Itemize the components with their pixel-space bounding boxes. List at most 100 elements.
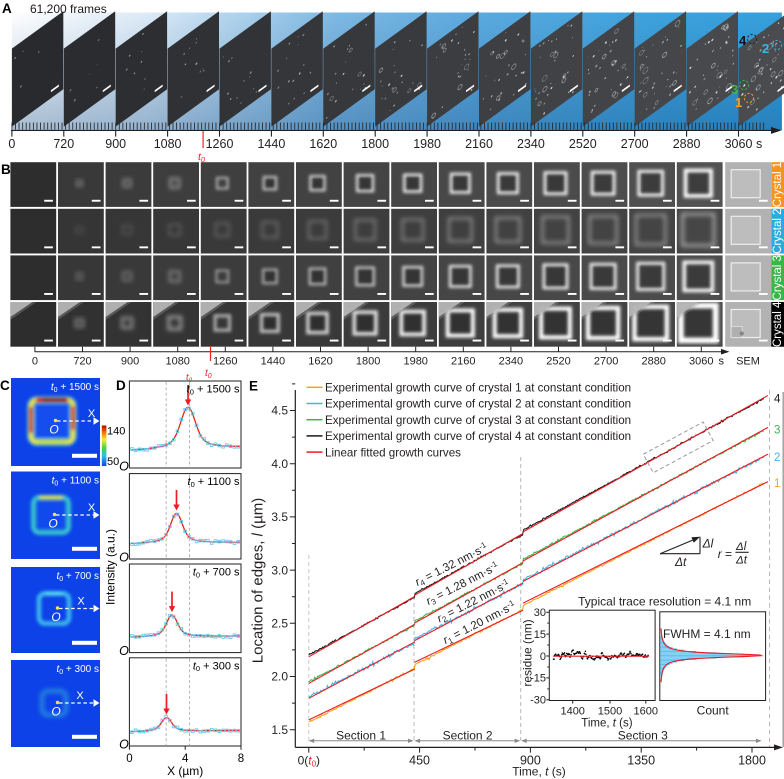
svg-text:Crystal 2: Crystal 2 [772, 208, 784, 253]
svg-text:t0 + 1500 s: t0 + 1500 s [51, 382, 99, 394]
svg-text:X: X [76, 690, 84, 702]
svg-text:Δl: Δl [702, 537, 714, 551]
svg-text:2340: 2340 [517, 137, 545, 151]
svg-text:3: 3 [774, 424, 780, 436]
svg-text:s: s [756, 137, 762, 151]
svg-text:0: 0 [540, 651, 546, 663]
svg-text:t0 + 1100 s: t0 + 1100 s [52, 476, 99, 488]
svg-text:Crystal 3: Crystal 3 [772, 255, 784, 300]
svg-text:1.5: 1.5 [271, 723, 288, 737]
svg-text:O: O [119, 738, 129, 752]
svg-text:Experimental growth curve of c: Experimental growth curve of crystal 1 a… [325, 382, 631, 395]
svg-text:O: O [119, 551, 129, 565]
svg-text:Time, t (s): Time, t (s) [581, 718, 633, 730]
svg-text:3: 3 [731, 82, 738, 97]
svg-text:2880: 2880 [641, 356, 665, 368]
svg-text:Section 2: Section 2 [443, 729, 493, 743]
svg-text:Δt: Δt [735, 555, 748, 567]
svg-text:E: E [249, 379, 258, 394]
svg-text:1800: 1800 [356, 356, 380, 368]
svg-text:Count: Count [697, 704, 730, 718]
svg-text:2160: 2160 [451, 356, 475, 368]
svg-text:t0: t0 [186, 372, 193, 384]
svg-text:4: 4 [182, 753, 189, 765]
svg-text:50: 50 [107, 456, 119, 468]
svg-text:X: X [77, 596, 85, 608]
svg-text:1400: 1400 [560, 706, 584, 718]
svg-text:140: 140 [107, 426, 125, 438]
svg-text:-15: -15 [530, 673, 546, 685]
svg-text:X (µm): X (µm) [167, 764, 203, 778]
svg-text:4: 4 [774, 394, 781, 406]
svg-text:t0 + 700 s: t0 + 700 s [56, 571, 99, 583]
svg-text:3060: 3060 [725, 137, 753, 151]
svg-text:Typical trace resolution = 4.1: Typical trace resolution = 4.1 nm [578, 595, 751, 609]
svg-text:Location of edges, l (µm): Location of edges, l (µm) [250, 498, 267, 663]
svg-text:720: 720 [73, 356, 91, 368]
svg-text:1620: 1620 [309, 137, 337, 151]
svg-text:2520: 2520 [569, 137, 597, 151]
svg-text:Experimental growth curve of c: Experimental growth curve of crystal 2 a… [325, 398, 631, 411]
svg-text:2700: 2700 [594, 356, 618, 368]
svg-text:0: 0 [8, 137, 15, 151]
svg-text:1260: 1260 [206, 137, 234, 151]
svg-text:61,200 frames: 61,200 frames [30, 2, 107, 16]
svg-text:1980: 1980 [413, 137, 441, 151]
svg-text:3.0: 3.0 [271, 563, 288, 577]
svg-text:0: 0 [32, 356, 38, 368]
svg-text:1500: 1500 [598, 706, 622, 718]
svg-text:Crystal 4: Crystal 4 [772, 301, 784, 347]
svg-text:C: C [0, 378, 10, 393]
svg-text:2160: 2160 [465, 137, 493, 151]
svg-text:2340: 2340 [499, 356, 523, 368]
svg-text:3.5: 3.5 [271, 510, 288, 524]
svg-text:Experimental growth curve of c: Experimental growth curve of crystal 4 a… [325, 430, 631, 443]
svg-text:1260: 1260 [213, 356, 237, 368]
svg-text:1980: 1980 [403, 356, 427, 368]
svg-text:720: 720 [53, 137, 74, 151]
svg-text:900: 900 [121, 356, 139, 368]
svg-text:B: B [1, 162, 11, 177]
svg-text:1440: 1440 [257, 137, 285, 151]
svg-text:O: O [49, 423, 58, 437]
svg-text:Section 3: Section 3 [618, 729, 668, 743]
svg-text:Intensity (a.u.): Intensity (a.u.) [105, 529, 118, 605]
svg-text:0(t0): 0(t0) [298, 754, 320, 769]
svg-text:O: O [119, 460, 129, 474]
svg-text:4: 4 [739, 33, 747, 48]
svg-text:2: 2 [762, 41, 769, 56]
svg-text:X: X [88, 408, 96, 420]
svg-text:Linear fitted growth curves: Linear fitted growth curves [325, 446, 461, 459]
svg-text:O: O [48, 517, 57, 531]
svg-text:t0 + 1100 s: t0 + 1100 s [188, 476, 240, 489]
svg-text:1350: 1350 [627, 754, 655, 768]
svg-text:Δt: Δt [674, 555, 687, 569]
svg-text:t0 + 300 s: t0 + 300 s [56, 664, 99, 676]
svg-text:residue (nm): residue (nm) [521, 619, 535, 686]
svg-text:4.5: 4.5 [271, 404, 288, 418]
svg-text:2880: 2880 [673, 137, 701, 151]
svg-text:O: O [51, 705, 60, 719]
svg-text:1440: 1440 [261, 356, 285, 368]
svg-text:1080: 1080 [165, 356, 189, 368]
svg-text:r =: r = [718, 547, 732, 561]
svg-text:1800: 1800 [738, 754, 766, 768]
svg-text:2700: 2700 [621, 137, 649, 151]
svg-text:D: D [116, 378, 126, 393]
svg-text:8: 8 [238, 753, 244, 765]
svg-text:2520: 2520 [546, 356, 570, 368]
svg-text:900: 900 [105, 137, 126, 151]
svg-text:1080: 1080 [154, 137, 182, 151]
svg-text:2.5: 2.5 [271, 617, 288, 631]
svg-text:t0: t0 [205, 368, 212, 380]
svg-text:Section 1: Section 1 [336, 729, 386, 743]
svg-text:2.0: 2.0 [271, 670, 288, 684]
svg-text:1600: 1600 [634, 706, 658, 718]
svg-text:1800: 1800 [361, 137, 389, 151]
svg-text:Δl: Δl [735, 541, 747, 553]
svg-text:-30: -30 [530, 695, 546, 707]
svg-text:Experimental growth curve of c: Experimental growth curve of crystal 3 a… [325, 414, 631, 427]
svg-text:3060: 3060 [689, 356, 713, 368]
svg-text:O: O [119, 644, 129, 658]
svg-text:t0 + 300 s: t0 + 300 s [193, 660, 240, 673]
